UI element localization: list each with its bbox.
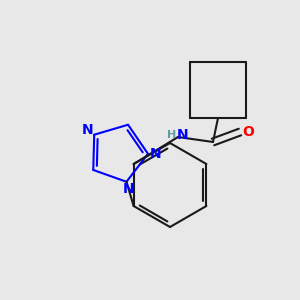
- Text: O: O: [242, 125, 254, 139]
- Text: H: H: [167, 130, 177, 140]
- Text: N: N: [123, 182, 135, 197]
- Text: N: N: [150, 147, 162, 161]
- Text: N: N: [177, 128, 189, 142]
- Text: N: N: [82, 123, 94, 137]
